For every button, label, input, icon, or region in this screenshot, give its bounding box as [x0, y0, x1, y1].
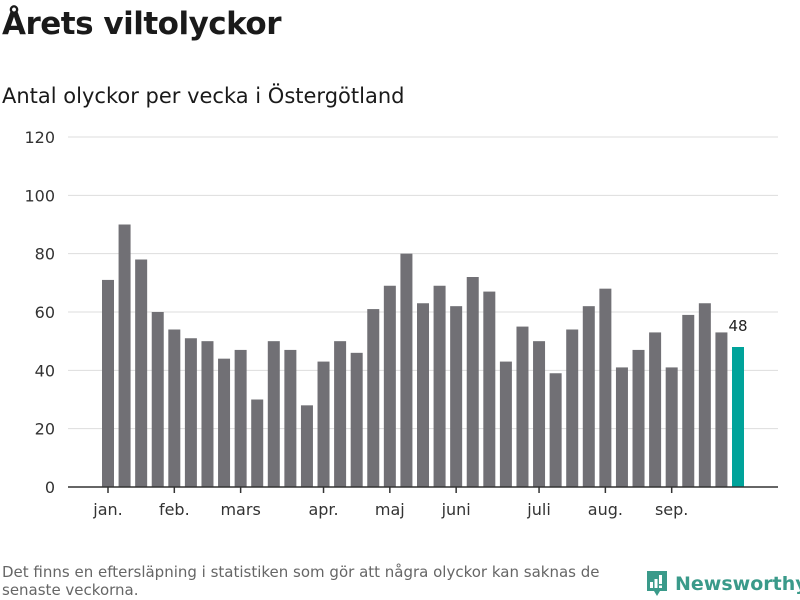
bar	[450, 306, 463, 487]
y-tick-label: 20	[35, 420, 55, 439]
bar	[350, 352, 363, 487]
bar	[499, 361, 512, 487]
bar	[533, 341, 546, 487]
bar	[632, 349, 645, 487]
bar	[135, 259, 148, 487]
bar	[400, 253, 413, 487]
bar	[168, 329, 181, 487]
bar	[267, 341, 280, 487]
bar	[184, 338, 197, 487]
bar	[582, 306, 595, 487]
bar	[549, 373, 562, 487]
bar	[483, 291, 496, 487]
bar	[516, 326, 529, 487]
bar	[118, 224, 131, 487]
bar	[615, 367, 628, 487]
x-tick-label: feb.	[159, 500, 190, 519]
bar	[251, 399, 264, 487]
chart-title: Årets viltolyckor	[2, 6, 282, 42]
x-tick-label: aug.	[588, 500, 623, 519]
newsworthy-logo-icon	[647, 571, 667, 596]
bar	[599, 288, 612, 487]
x-tick-label: maj	[375, 500, 405, 519]
bar	[334, 341, 347, 487]
bar	[367, 309, 380, 487]
x-tick-label: sep.	[655, 500, 688, 519]
bar	[417, 303, 429, 487]
x-tick-label: jan.	[92, 500, 122, 519]
bar-highlight	[732, 347, 744, 487]
y-tick-label: 120	[24, 128, 55, 147]
x-tick-label: juni	[441, 500, 471, 519]
data-label: 48	[728, 317, 747, 335]
bar	[284, 349, 297, 487]
bar	[649, 332, 662, 487]
y-tick-label: 60	[35, 303, 55, 322]
brand-logo[interactable]: Newsworthy	[645, 570, 800, 598]
bar	[566, 329, 579, 487]
bar	[665, 367, 678, 487]
bar	[300, 405, 313, 487]
bar	[433, 285, 446, 487]
x-tick-label: mars	[220, 500, 260, 519]
bar	[151, 312, 164, 487]
y-tick-label: 100	[24, 186, 55, 205]
bar	[682, 314, 695, 487]
bar	[383, 285, 396, 487]
bar	[201, 341, 214, 487]
bar	[466, 277, 479, 487]
y-tick-label: 80	[35, 245, 55, 264]
y-tick-label: 40	[35, 361, 55, 380]
bar	[715, 332, 728, 487]
bar	[698, 303, 711, 487]
bar	[102, 279, 114, 487]
bar	[317, 361, 330, 487]
chart-subtitle: Antal olyckor per vecka i Östergötland	[2, 84, 405, 108]
bar	[234, 349, 247, 487]
brand-name: Newsworthy	[675, 573, 800, 595]
x-tick-label: apr.	[308, 500, 338, 519]
bar	[218, 358, 231, 487]
footnote: Det finns en eftersläpning i statistiken…	[2, 563, 600, 599]
x-tick-label: juli	[526, 500, 550, 519]
y-tick-label: 0	[45, 478, 55, 497]
